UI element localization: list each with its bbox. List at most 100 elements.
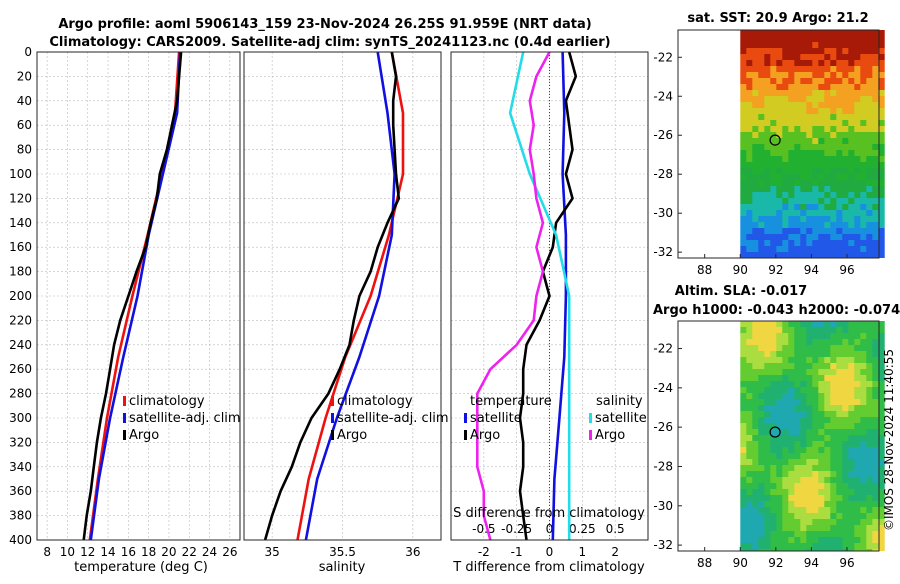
heatmap-cell [782, 132, 789, 139]
heatmap-cell [854, 132, 861, 139]
heatmap-cell [818, 78, 825, 85]
heatmap-cell [800, 507, 807, 514]
heatmap-cell [836, 363, 843, 370]
heatmap-cell [812, 507, 819, 514]
heatmap-cell [752, 198, 759, 205]
heatmap-cell [824, 459, 831, 466]
heatmap-cell [788, 240, 795, 247]
heatmap-cell [746, 369, 753, 376]
heatmap-cell [758, 30, 765, 37]
heatmap-cell [788, 216, 795, 223]
lon-tick-label: 96 [839, 556, 854, 570]
heatmap-cell [764, 417, 771, 424]
heatmap-cell [776, 495, 783, 502]
heatmap-cell [752, 168, 759, 175]
heatmap-cell [848, 54, 855, 61]
heatmap-cell [746, 453, 753, 460]
heatmap-cell [854, 465, 861, 472]
heatmap-cell [818, 513, 825, 520]
heatmap-cell [866, 162, 873, 169]
heatmap-cell [752, 531, 759, 538]
heatmap-cell [842, 96, 849, 103]
heatmap-cell [824, 429, 831, 436]
heatmap-cell [746, 174, 753, 181]
heatmap-cell [860, 435, 867, 442]
heatmap-cell [812, 156, 819, 163]
heatmap-cell [800, 90, 807, 97]
heatmap-cell [776, 417, 783, 424]
heatmap-cell [848, 537, 855, 544]
heatmap-cell [878, 375, 885, 382]
lat-tick-label: -22 [653, 342, 673, 356]
heatmap-cell [878, 519, 885, 526]
heatmap-cell [872, 144, 879, 151]
heatmap-cell [752, 162, 759, 169]
heatmap-cell [872, 351, 879, 358]
heatmap-cell [824, 84, 831, 91]
heatmap-cell [740, 411, 747, 418]
heatmap-cell [806, 339, 813, 346]
lat-tick-label: -26 [653, 128, 673, 142]
heatmap-cell [830, 30, 837, 37]
heatmap-cell [836, 150, 843, 157]
heatmap-cell [788, 477, 795, 484]
heatmap-cell [758, 459, 765, 466]
heatmap-cell [830, 465, 837, 472]
heatmap-cell [812, 180, 819, 187]
heatmap-cell [836, 174, 843, 181]
heatmap-cell [758, 186, 765, 193]
heatmap-cell [770, 180, 777, 187]
heatmap-cell [800, 186, 807, 193]
heatmap-cell [776, 405, 783, 412]
heatmap-cell [854, 240, 861, 247]
heatmap-cell [800, 495, 807, 502]
heatmap-cell [836, 162, 843, 169]
heatmap-cell [812, 495, 819, 502]
heatmap-cell [812, 210, 819, 217]
heatmap-cell [740, 513, 747, 520]
heatmap-cell [878, 531, 885, 538]
heatmap-cell [824, 543, 831, 550]
heatmap-cell [866, 375, 873, 382]
heatmap-cell [818, 192, 825, 199]
heatmap-cell [866, 441, 873, 448]
heatmap-cell [836, 30, 843, 37]
heatmap-cell [818, 66, 825, 73]
heatmap-cell [740, 156, 747, 163]
heatmap-cell [752, 144, 759, 151]
heatmap-cell [758, 441, 765, 448]
heatmap-cell [842, 471, 849, 478]
heatmap-cell [866, 429, 873, 436]
heatmap-cell [824, 90, 831, 97]
heatmap-cell [800, 387, 807, 394]
heatmap-cell [824, 417, 831, 424]
heatmap-cell [872, 471, 879, 478]
heatmap-cell [818, 60, 825, 67]
heatmap-cell [746, 381, 753, 388]
heatmap-cell [878, 471, 885, 478]
heatmap-cell [878, 144, 885, 151]
heatmap-cell [794, 192, 801, 199]
heatmap-cell [842, 543, 849, 550]
heatmap-cell [872, 222, 879, 229]
heatmap-cell [758, 108, 765, 115]
heatmap-cell [788, 321, 795, 328]
heatmap-cell [860, 198, 867, 205]
heatmap-cell [872, 96, 879, 103]
heatmap-cell [824, 42, 831, 49]
heatmap-cell [800, 54, 807, 61]
heatmap-cell [854, 186, 861, 193]
heatmap-cell [782, 513, 789, 520]
heatmap-cell [824, 339, 831, 346]
heatmap-cell [878, 126, 885, 133]
heatmap-cell [872, 30, 879, 37]
heatmap-cell [806, 357, 813, 364]
heatmap-cell [764, 204, 771, 211]
heatmap-cell [854, 369, 861, 376]
heatmap-cell [842, 489, 849, 496]
heatmap-cell [818, 48, 825, 55]
heatmap-cell [878, 327, 885, 334]
heatmap-cell [818, 252, 825, 258]
heatmap-cell [764, 405, 771, 412]
heatmap-cell [842, 417, 849, 424]
